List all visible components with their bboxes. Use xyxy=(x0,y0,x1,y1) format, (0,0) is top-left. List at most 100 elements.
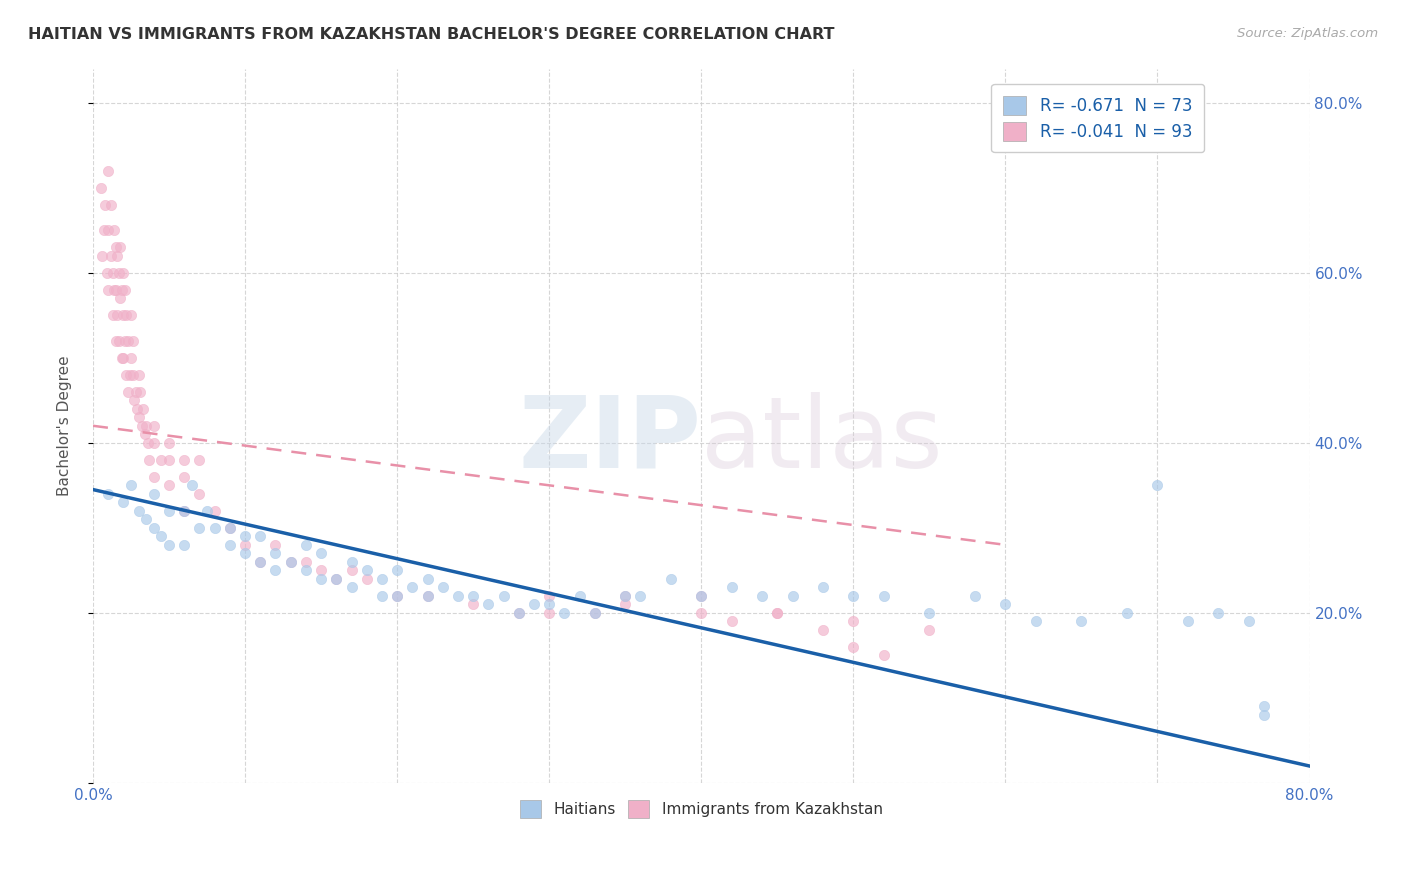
Text: Source: ZipAtlas.com: Source: ZipAtlas.com xyxy=(1237,27,1378,40)
Point xyxy=(128,504,150,518)
Point xyxy=(1237,615,1260,629)
Point xyxy=(811,581,834,595)
Point xyxy=(118,368,141,382)
Point xyxy=(309,546,332,560)
Point xyxy=(811,623,834,637)
Point xyxy=(127,401,149,416)
Point xyxy=(1177,615,1199,629)
Point xyxy=(583,606,606,620)
Text: atlas: atlas xyxy=(702,392,943,489)
Point xyxy=(157,504,180,518)
Point xyxy=(1253,699,1275,714)
Point xyxy=(309,572,332,586)
Point xyxy=(173,504,195,518)
Point xyxy=(136,435,159,450)
Point xyxy=(659,572,682,586)
Point xyxy=(204,504,226,518)
Point xyxy=(280,555,302,569)
Point xyxy=(630,589,652,603)
Point xyxy=(135,418,157,433)
Point xyxy=(720,581,742,595)
Point xyxy=(94,197,117,211)
Point xyxy=(463,589,485,603)
Point xyxy=(124,384,146,399)
Point xyxy=(249,555,271,569)
Point xyxy=(142,418,165,433)
Point xyxy=(447,589,470,603)
Point xyxy=(842,589,865,603)
Point xyxy=(101,308,124,322)
Point xyxy=(614,589,637,603)
Point xyxy=(103,283,125,297)
Point xyxy=(117,334,139,348)
Point xyxy=(280,555,302,569)
Point xyxy=(614,598,637,612)
Point xyxy=(129,384,152,399)
Point xyxy=(690,589,713,603)
Point xyxy=(325,572,347,586)
Point xyxy=(218,521,240,535)
Point xyxy=(128,410,150,425)
Point xyxy=(157,538,180,552)
Point xyxy=(918,623,941,637)
Point xyxy=(173,504,195,518)
Point xyxy=(157,435,180,450)
Point xyxy=(142,470,165,484)
Point xyxy=(115,368,138,382)
Point xyxy=(101,266,124,280)
Point xyxy=(114,334,136,348)
Point xyxy=(120,351,142,365)
Point xyxy=(1253,708,1275,723)
Point xyxy=(110,240,132,254)
Point xyxy=(340,555,363,569)
Point xyxy=(508,606,530,620)
Point xyxy=(385,589,408,603)
Point xyxy=(142,487,165,501)
Point xyxy=(112,266,135,280)
Point xyxy=(233,529,256,543)
Point xyxy=(97,487,120,501)
Point xyxy=(108,266,131,280)
Point xyxy=(115,308,138,322)
Point xyxy=(204,521,226,535)
Point xyxy=(104,240,127,254)
Point xyxy=(614,589,637,603)
Point xyxy=(918,606,941,620)
Point xyxy=(112,308,135,322)
Point xyxy=(104,283,127,297)
Point xyxy=(523,598,546,612)
Point xyxy=(309,563,332,577)
Text: HAITIAN VS IMMIGRANTS FROM KAZAKHSTAN BACHELOR'S DEGREE CORRELATION CHART: HAITIAN VS IMMIGRANTS FROM KAZAKHSTAN BA… xyxy=(28,27,835,42)
Point xyxy=(173,452,195,467)
Point xyxy=(492,589,515,603)
Point xyxy=(385,563,408,577)
Point xyxy=(766,606,789,620)
Point xyxy=(325,572,347,586)
Point xyxy=(1070,615,1092,629)
Point xyxy=(96,266,118,280)
Point xyxy=(173,538,195,552)
Point xyxy=(195,504,218,518)
Point xyxy=(568,589,591,603)
Point xyxy=(105,249,128,263)
Point xyxy=(295,555,318,569)
Point xyxy=(340,563,363,577)
Point xyxy=(100,197,122,211)
Point xyxy=(90,180,112,194)
Point xyxy=(690,606,713,620)
Point xyxy=(218,538,240,552)
Point xyxy=(105,308,128,322)
Point xyxy=(356,572,378,586)
Point xyxy=(463,598,485,612)
Point xyxy=(842,640,865,654)
Point xyxy=(1025,615,1047,629)
Point xyxy=(114,283,136,297)
Point xyxy=(97,283,120,297)
Point xyxy=(477,598,499,612)
Point xyxy=(1146,478,1168,492)
Point xyxy=(132,401,155,416)
Point xyxy=(994,598,1017,612)
Point xyxy=(188,521,211,535)
Point xyxy=(97,163,120,178)
Point xyxy=(93,223,115,237)
